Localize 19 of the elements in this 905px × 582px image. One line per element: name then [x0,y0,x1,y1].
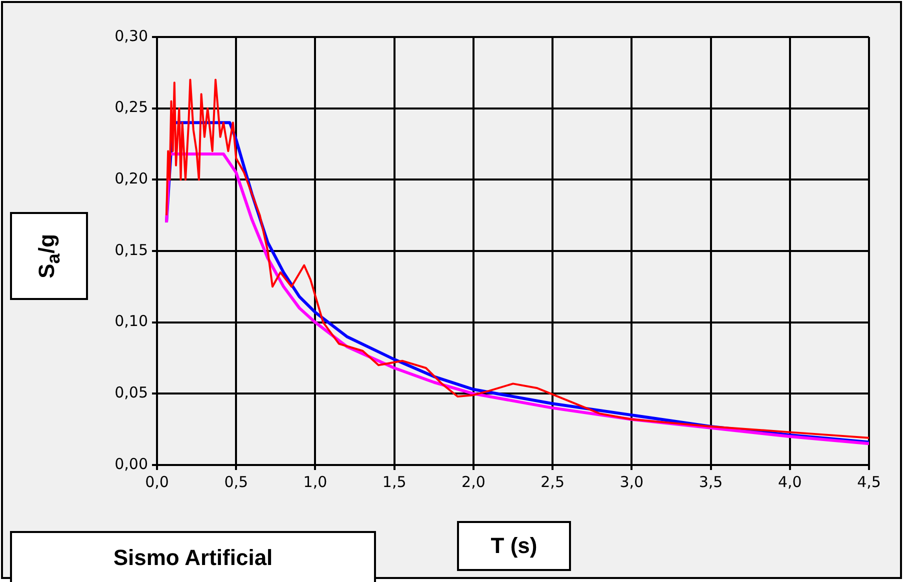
text: Sismo Artificial [10,531,376,582]
x-tick-label: 2,0 [462,472,486,491]
x-tick-label: 0,5 [224,472,248,491]
x-tick-label: 2,5 [540,472,564,491]
y-tick-label: 0,15 [114,240,148,259]
x-tick-label: 0,0 [145,472,169,491]
x-tick-label: 4,5 [857,472,881,491]
x-tick-label: 4,0 [778,472,802,491]
x-tick-label: 1,0 [303,472,328,491]
y-tick-label: 0,20 [114,170,148,188]
y-tick-label: 0,30 [114,26,148,45]
x-tick-label: 3,0 [620,472,644,491]
y-tick-label: 0,00 [114,454,148,473]
y-tick-label: 0,10 [114,312,148,330]
x-tick-label: 1,5 [382,472,406,491]
x-axis-title: T (s) [457,521,571,571]
y-tick-label: 0,05 [114,384,148,402]
x-tick-label: 3,5 [698,472,723,491]
y-tick-label: 0,25 [114,98,148,116]
